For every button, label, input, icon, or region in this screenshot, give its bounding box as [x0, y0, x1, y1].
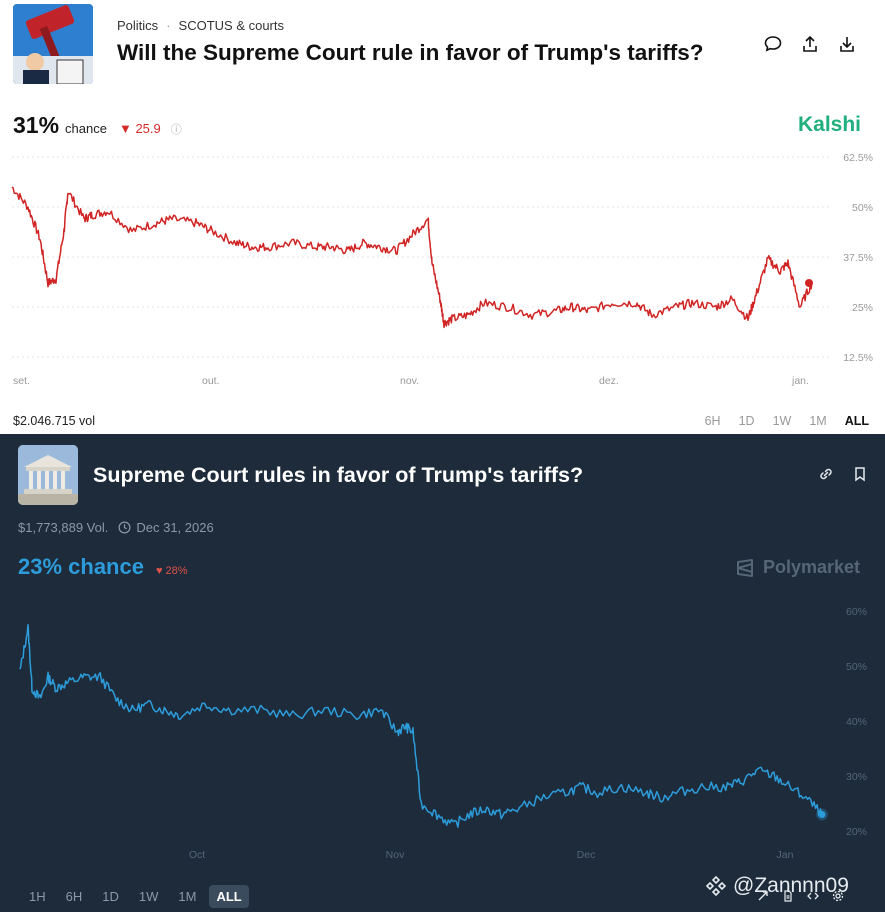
market-actions: [762, 33, 858, 55]
market-meta: $1,773,889 Vol. Dec 31, 2026: [18, 520, 214, 535]
x-tick-label: dez.: [599, 375, 619, 387]
polymarket-logo-icon: [737, 558, 753, 577]
odds-delta: ▼ 25.9: [118, 121, 161, 136]
clock-icon: [118, 521, 131, 534]
breadcrumb-subcategory[interactable]: SCOTUS & courts: [178, 18, 284, 33]
y-tick-label: 12.5%: [843, 352, 873, 364]
breadcrumb-category[interactable]: Politics: [117, 18, 159, 33]
x-tick-label: Nov: [386, 849, 405, 861]
info-icon[interactable]: ⓘ: [170, 124, 182, 136]
odds-label: chance: [65, 121, 107, 136]
range-1d[interactable]: 1D: [102, 889, 119, 904]
bookmark-icon[interactable]: [850, 464, 870, 484]
x-tick-label: Oct: [189, 849, 205, 861]
market-thumbnail-image: [18, 445, 78, 505]
range-all[interactable]: ALL: [844, 414, 869, 428]
odds-chance: 23% chance: [18, 554, 144, 579]
settings-icon[interactable]: [831, 889, 845, 903]
x-tick-label: nov.: [400, 375, 419, 387]
volume-label: $1,773,889 Vol.: [18, 520, 109, 535]
range-all[interactable]: ALL: [209, 885, 249, 908]
series-line: [11, 186, 813, 329]
market-title: Will the Supreme Court rule in favor of …: [117, 40, 704, 65]
y-tick-label: 37.5%: [843, 252, 873, 264]
polymarket-panel: Supreme Court rules in favor of Trump's …: [0, 434, 885, 912]
range-6h[interactable]: 6H: [704, 414, 721, 428]
kalshi-panel: Politics · SCOTUS & courts Will the Supr…: [0, 0, 885, 434]
breadcrumb: Politics · SCOTUS & courts: [117, 18, 284, 33]
odds-percent: 31%: [13, 112, 60, 138]
comment-icon[interactable]: [762, 33, 784, 55]
end-date-text: Dec 31, 2026: [136, 520, 214, 535]
kalshi-logo: Kalshi: [797, 113, 861, 136]
odds-summary: 23% chance ♥ 28%: [18, 554, 188, 580]
y-tick-label: 50%: [852, 202, 873, 214]
y-tick-label: 30%: [846, 771, 867, 783]
market-actions: [816, 464, 870, 484]
odds-summary: 31% chance ▼ 25.9 ⓘ: [13, 112, 182, 139]
market-title: Supreme Court rules in favor of Trump's …: [93, 463, 584, 487]
y-tick-label: 50%: [846, 661, 867, 673]
y-tick-label: 25%: [852, 302, 873, 314]
series-line: [19, 623, 823, 828]
code-icon[interactable]: [806, 889, 820, 903]
range-1w[interactable]: 1W: [772, 414, 792, 428]
range-1h[interactable]: 1H: [29, 889, 46, 904]
volume-label: $2.046.715 vol: [13, 414, 96, 428]
polymarket-logo-text: Polymarket: [763, 557, 861, 577]
document-icon[interactable]: [781, 889, 795, 903]
y-tick-label: 60%: [846, 606, 867, 618]
y-tick-label: 20%: [846, 826, 867, 838]
y-tick-label: 62.5%: [843, 152, 873, 164]
odds-delta: ♥ 28%: [155, 565, 188, 577]
expand-icon[interactable]: [756, 889, 770, 903]
x-tick-label: out.: [202, 375, 220, 387]
range-selector: 1H 6H 1D 1W 1M ALL: [22, 885, 249, 908]
x-tick-label: Dec: [577, 849, 596, 861]
y-tick-label: 40%: [846, 716, 867, 728]
share-icon[interactable]: [799, 33, 821, 55]
range-1m[interactable]: 1M: [809, 414, 827, 428]
range-1m[interactable]: 1M: [178, 889, 197, 904]
link-icon[interactable]: [816, 464, 836, 484]
x-tick-label: set.: [13, 375, 30, 387]
polymarket-logo: Polymarket: [735, 557, 860, 578]
x-tick-label: jan.: [791, 375, 809, 387]
market-thumbnail-image: [13, 4, 93, 84]
range-1w[interactable]: 1W: [138, 889, 159, 904]
end-date: Dec 31, 2026: [118, 520, 214, 535]
current-point: [805, 279, 813, 287]
breadcrumb-separator: ·: [166, 18, 171, 33]
current-point: [818, 811, 826, 818]
range-6h[interactable]: 6H: [65, 889, 83, 904]
x-tick-label: Jan: [777, 849, 794, 861]
watermark-text: @Zannnn09: [733, 874, 849, 897]
kalshi-price-chart: 62.5% 50% 37.5% 25% 12.5% set. out. nov. dez. jan…: [11, 152, 873, 387]
polymarket-price-chart: 60% 50% 40% 30% 20% Oct Nov Dec Jan: [19, 606, 867, 861]
binance-logo-icon: [705, 875, 727, 897]
range-1d[interactable]: 1D: [738, 414, 755, 428]
chart-toolbar: [756, 889, 845, 903]
range-selector: 6H 1D 1W 1M ALL: [705, 414, 869, 428]
download-icon[interactable]: [836, 33, 858, 55]
watermark: @Zannnn09: [705, 874, 849, 898]
